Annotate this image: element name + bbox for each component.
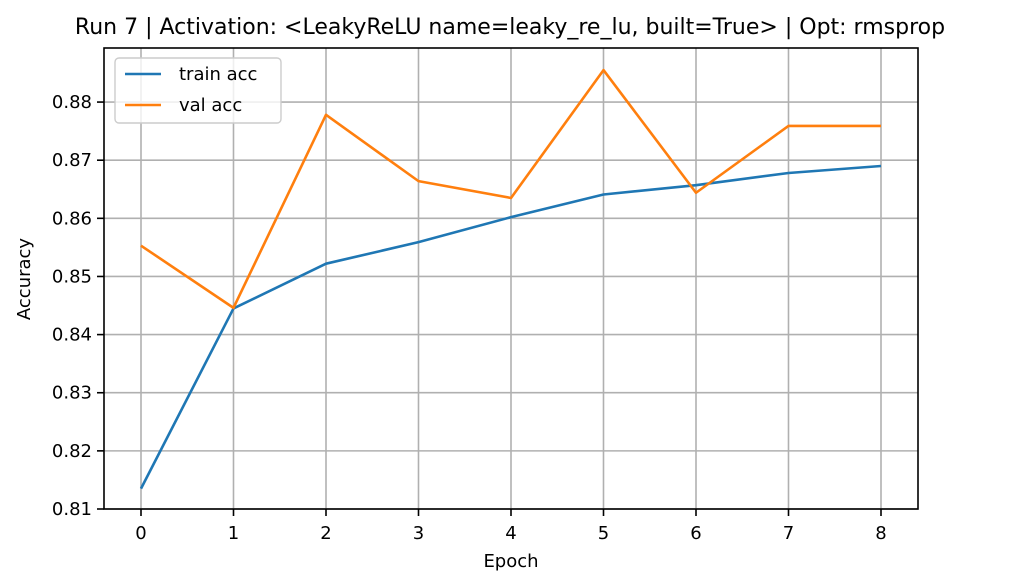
legend: train acc val acc (114, 57, 282, 124)
x-tick-label: 4 (505, 523, 516, 544)
x-tick-label: 0 (135, 523, 146, 544)
y-axis-label: Accuracy (14, 238, 35, 321)
x-tick-label: 3 (413, 523, 424, 544)
legend-label: train acc (179, 64, 257, 85)
legend-label: val acc (179, 95, 242, 116)
x-tick-label: 6 (690, 523, 701, 544)
y-tick-label: 0.82 (52, 441, 92, 462)
x-tick-label: 7 (783, 523, 794, 544)
x-axis: 0 1 2 3 4 5 6 7 8 (135, 509, 887, 544)
series-line-val-acc (140, 68, 881, 310)
series-layer (139, 68, 882, 490)
y-tick-label: 0.88 (52, 92, 92, 113)
series-line-train-acc (139, 164, 882, 490)
y-tick-label: 0.85 (52, 266, 92, 287)
x-tick-label: 8 (875, 523, 886, 544)
y-tick-label: 0.86 (52, 208, 92, 229)
chart-title: Run 7 | Activation: <LeakyReLU name=leak… (75, 15, 945, 40)
y-axis: 0.81 0.82 0.83 0.84 0.85 0.86 0.87 0.88 (52, 92, 104, 520)
y-tick-label: 0.81 (52, 499, 92, 520)
x-axis-label: Epoch (483, 551, 538, 572)
y-tick-label: 0.84 (52, 325, 92, 346)
x-tick-label: 2 (320, 523, 331, 544)
x-tick-label: 1 (228, 523, 239, 544)
x-tick-label: 5 (598, 523, 609, 544)
y-tick-label: 0.83 (52, 383, 92, 404)
y-tick-label: 0.87 (52, 150, 92, 171)
grid-lines (104, 48, 918, 510)
